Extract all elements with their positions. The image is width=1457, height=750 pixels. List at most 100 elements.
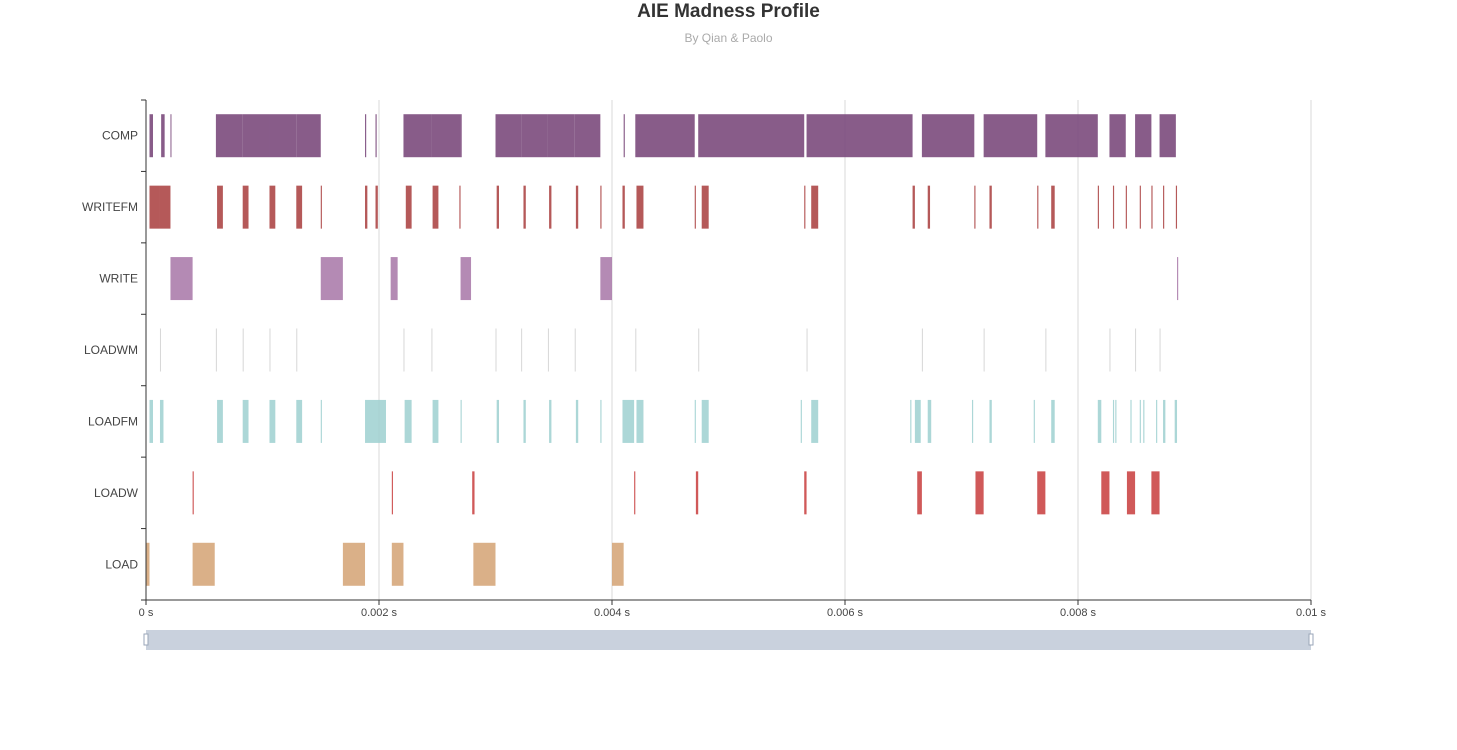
interval-bar-comp[interactable] bbox=[242, 114, 270, 158]
interval-bar-loadfm[interactable] bbox=[149, 399, 153, 443]
interval-bar-loadfm[interactable] bbox=[296, 399, 303, 443]
interval-bar-writefm[interactable] bbox=[405, 185, 412, 229]
interval-bar-loadw[interactable] bbox=[391, 471, 393, 515]
interval-bar-writefm[interactable] bbox=[622, 185, 625, 229]
interval-bar-loadw[interactable] bbox=[975, 471, 984, 515]
interval-bar-write[interactable] bbox=[460, 257, 472, 301]
interval-bar-loadfm[interactable] bbox=[575, 399, 579, 443]
interval-bar-loadwm[interactable] bbox=[521, 328, 523, 372]
interval-bar-loadw[interactable] bbox=[1037, 471, 1046, 515]
interval-bar-writefm[interactable] bbox=[320, 185, 322, 229]
interval-bar-loadfm[interactable] bbox=[217, 399, 223, 443]
interval-bar-writefm[interactable] bbox=[159, 185, 171, 229]
interval-bar-comp[interactable] bbox=[623, 114, 625, 158]
interval-bar-loadfm[interactable] bbox=[159, 399, 164, 443]
interval-bar-writefm[interactable] bbox=[811, 185, 819, 229]
interval-bar-loadfm[interactable] bbox=[1033, 399, 1035, 443]
interval-bar-comp[interactable] bbox=[1045, 114, 1098, 158]
interval-bar-loadwm[interactable] bbox=[983, 328, 985, 372]
interval-bar-loadfm[interactable] bbox=[927, 399, 932, 443]
interval-bar-writefm[interactable] bbox=[1097, 185, 1099, 229]
interval-bar-loadfm[interactable] bbox=[549, 399, 552, 443]
interval-bar-comp[interactable] bbox=[983, 114, 1038, 158]
interval-bar-loadw[interactable] bbox=[917, 471, 922, 515]
interval-bar-loadfm[interactable] bbox=[320, 399, 322, 443]
interval-bar-loadwm[interactable] bbox=[242, 328, 244, 372]
interval-bar-loadfm[interactable] bbox=[1139, 399, 1141, 443]
interval-bar-loadfm[interactable] bbox=[1130, 399, 1132, 443]
interval-bar-loadfm[interactable] bbox=[404, 399, 412, 443]
interval-bar-loadfm[interactable] bbox=[600, 399, 602, 443]
zoom-track[interactable] bbox=[146, 630, 1311, 650]
interval-bar-loadwm[interactable] bbox=[1159, 328, 1161, 372]
interval-bar-loadwm[interactable] bbox=[431, 328, 433, 372]
interval-bar-writefm[interactable] bbox=[974, 185, 976, 229]
interval-bar-comp[interactable] bbox=[460, 114, 462, 158]
interval-bar-loadfm[interactable] bbox=[1143, 399, 1145, 443]
interval-bar-loadwm[interactable] bbox=[403, 328, 405, 372]
interval-bar-loadw[interactable] bbox=[695, 471, 699, 515]
interval-bar-loadw[interactable] bbox=[1101, 471, 1110, 515]
interval-bar-writefm[interactable] bbox=[694, 185, 696, 229]
interval-bar-writefm[interactable] bbox=[1163, 185, 1165, 229]
interval-bar-comp[interactable] bbox=[170, 114, 172, 158]
interval-bar-writefm[interactable] bbox=[269, 185, 276, 229]
interval-bar-loadfm[interactable] bbox=[811, 399, 819, 443]
interval-bar-comp[interactable] bbox=[149, 114, 153, 158]
interval-bar-comp[interactable] bbox=[375, 114, 377, 158]
interval-bar-writefm[interactable] bbox=[701, 185, 709, 229]
interval-bar-writefm[interactable] bbox=[296, 185, 303, 229]
interval-bar-loadwm[interactable] bbox=[574, 328, 576, 372]
interval-bar-write[interactable] bbox=[390, 257, 398, 301]
interval-bar-loadfm[interactable] bbox=[1112, 399, 1115, 443]
interval-bar-write[interactable] bbox=[1177, 257, 1179, 301]
interval-bar-load[interactable] bbox=[473, 542, 496, 586]
interval-bar-load[interactable] bbox=[391, 542, 404, 586]
interval-bar-loadfm[interactable] bbox=[694, 399, 696, 443]
interval-bar-loadw[interactable] bbox=[192, 471, 194, 515]
interval-bar-loadwm[interactable] bbox=[921, 328, 923, 372]
interval-bar-load[interactable] bbox=[192, 542, 215, 586]
interval-bar-writefm[interactable] bbox=[365, 185, 368, 229]
interval-bar-writefm[interactable] bbox=[575, 185, 579, 229]
interval-bar-loadfm[interactable] bbox=[269, 399, 276, 443]
interval-bar-comp[interactable] bbox=[1159, 114, 1176, 158]
interval-bar-loadfm[interactable] bbox=[1174, 399, 1178, 443]
interval-bar-loadfm[interactable] bbox=[523, 399, 526, 443]
interval-bar-loadfm[interactable] bbox=[989, 399, 992, 443]
interval-bar-loadfm[interactable] bbox=[971, 399, 974, 443]
interval-bar-loadwm[interactable] bbox=[1109, 328, 1111, 372]
interval-bar-loadwm[interactable] bbox=[296, 328, 298, 372]
interval-bar-loadwm[interactable] bbox=[806, 328, 808, 372]
interval-bar-writefm[interactable] bbox=[989, 185, 992, 229]
interval-bar-loadw[interactable] bbox=[472, 471, 475, 515]
interval-bars[interactable] bbox=[146, 114, 1179, 586]
interval-bar-write[interactable] bbox=[320, 257, 343, 301]
interval-bar-loadfm[interactable] bbox=[1051, 399, 1055, 443]
interval-bar-comp[interactable] bbox=[269, 114, 297, 158]
interval-bar-comp[interactable] bbox=[431, 114, 461, 158]
interval-bar-comp[interactable] bbox=[635, 114, 695, 158]
interval-bar-loadwm[interactable] bbox=[159, 328, 161, 372]
interval-bar-writefm[interactable] bbox=[804, 185, 806, 229]
interval-bar-writefm[interactable] bbox=[549, 185, 552, 229]
interval-bar-comp[interactable] bbox=[521, 114, 548, 158]
interval-bar-loadfm[interactable] bbox=[432, 399, 439, 443]
interval-bar-loadw[interactable] bbox=[804, 471, 807, 515]
interval-bar-writefm[interactable] bbox=[927, 185, 931, 229]
interval-bar-writefm[interactable] bbox=[242, 185, 249, 229]
interval-bar-loadfm[interactable] bbox=[1163, 399, 1166, 443]
interval-bar-load[interactable] bbox=[342, 542, 366, 586]
interval-bar-loadfm[interactable] bbox=[701, 399, 709, 443]
interval-bar-load[interactable] bbox=[146, 542, 150, 586]
interval-bar-comp[interactable] bbox=[403, 114, 432, 158]
interval-bar-writefm[interactable] bbox=[1125, 185, 1127, 229]
interval-bar-loadfm[interactable] bbox=[622, 399, 635, 443]
interval-bar-write[interactable] bbox=[600, 257, 612, 301]
interval-bar-loadw[interactable] bbox=[1151, 471, 1160, 515]
interval-bar-loadfm[interactable] bbox=[914, 399, 921, 443]
interval-bar-loadwm[interactable] bbox=[1045, 328, 1047, 372]
interval-bar-loadwm[interactable] bbox=[1135, 328, 1137, 372]
interval-bar-comp[interactable] bbox=[698, 114, 805, 158]
interval-bar-loadfm[interactable] bbox=[910, 399, 912, 443]
